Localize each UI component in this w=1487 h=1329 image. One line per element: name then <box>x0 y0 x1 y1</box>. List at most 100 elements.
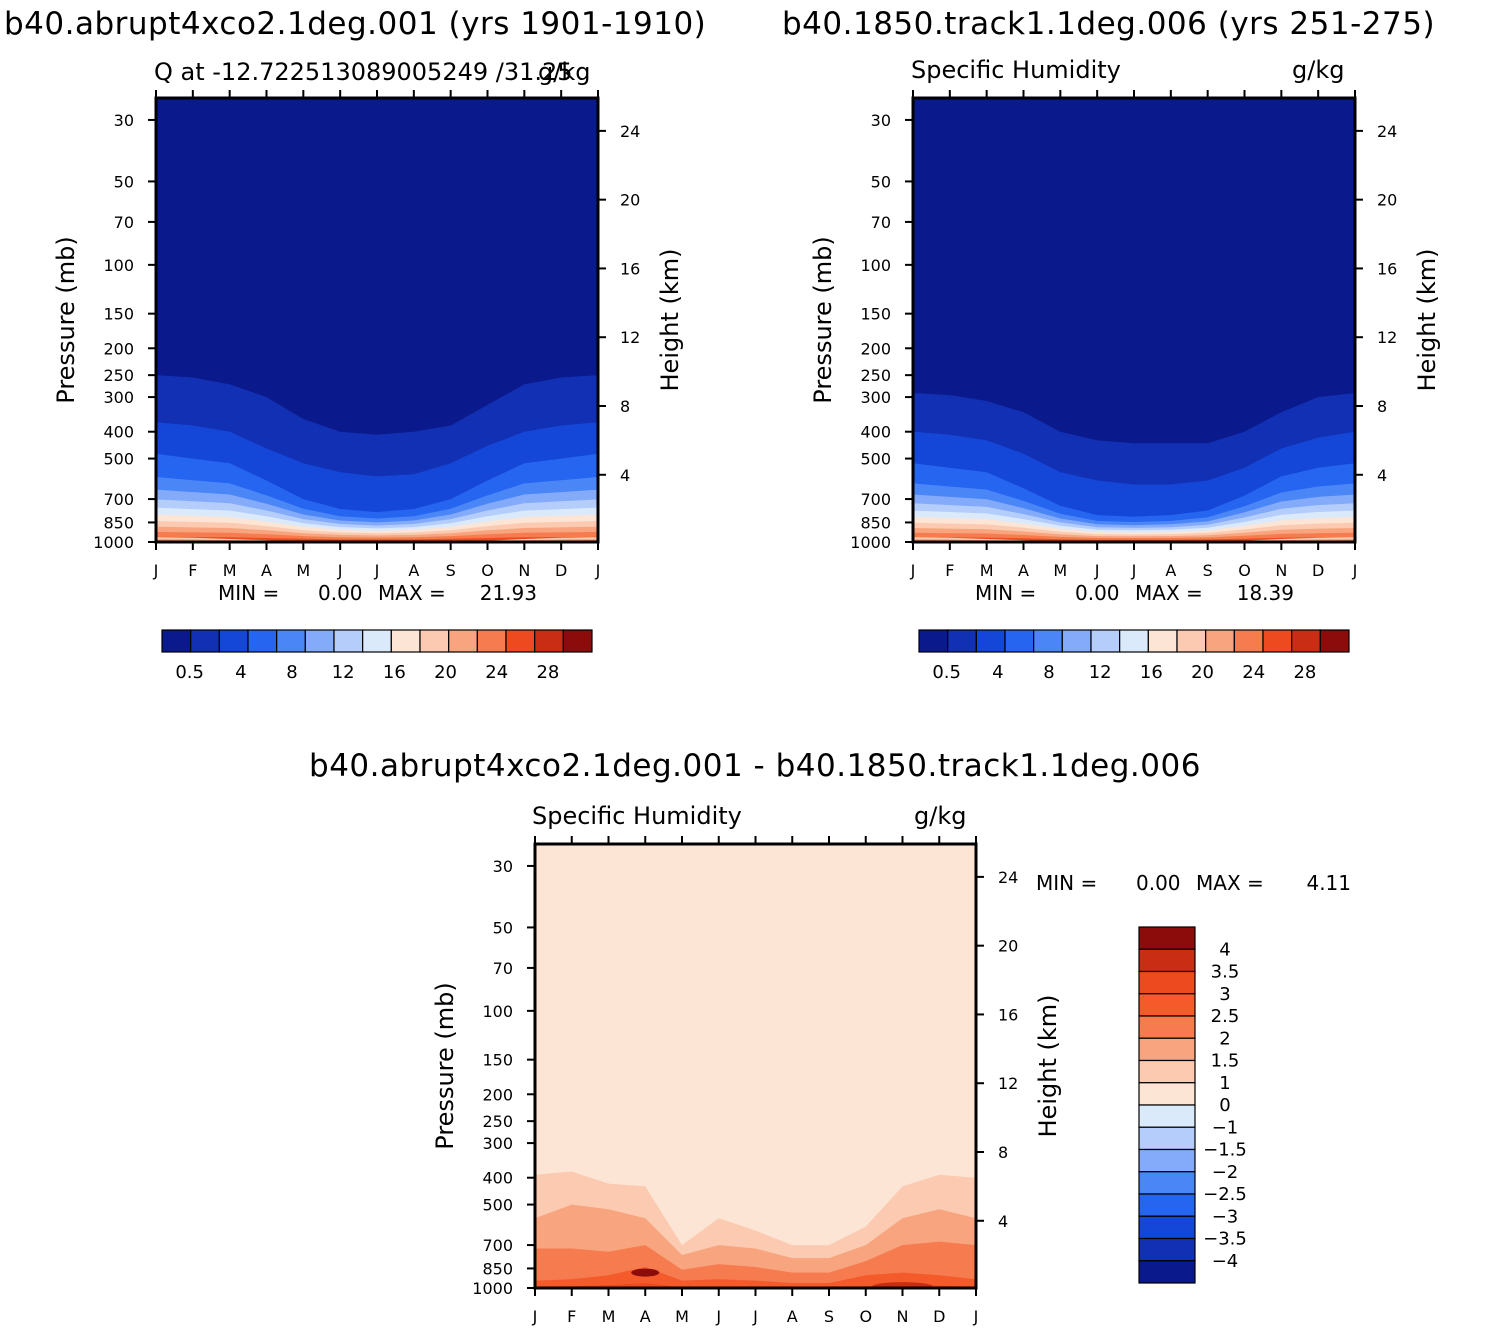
x-tick-label: M <box>980 561 994 580</box>
y-tick-label: 50 <box>493 918 513 937</box>
colorbar-swatch <box>1205 629 1235 653</box>
y-tick-label: 150 <box>103 305 134 324</box>
y-tick-right-label: 24 <box>1377 122 1397 141</box>
colorbar-label: −3.5 <box>1203 1229 1247 1250</box>
colorbar-label: 4 <box>235 662 246 683</box>
y-tick-label: 250 <box>860 366 891 385</box>
colorbar-swatch <box>1138 926 1196 950</box>
panel-3-subtitle-right: g/kg <box>914 802 966 830</box>
panel-3-min-label: MIN = <box>1036 871 1097 895</box>
panel-3-max-value: 4.11 <box>1306 871 1351 895</box>
x-tick-label: M <box>296 561 310 580</box>
panel-2-min-label: MIN = <box>975 581 1036 605</box>
x-tick-label: J <box>532 1307 538 1326</box>
panel-1-axes: J F M A M J J A S O N D J 30 50 70 100 150 200 250 300 400 500… <box>93 90 640 580</box>
x-tick-label: J <box>337 561 343 580</box>
y-tick-label: 700 <box>482 1236 513 1255</box>
x-tick-label: S <box>824 1307 834 1326</box>
colorbar-swatch <box>562 629 593 653</box>
colorbar-label: 3 <box>1219 984 1230 1005</box>
colorbar-label: 0.5 <box>175 662 204 683</box>
colorbar-swatch <box>918 629 949 653</box>
panel-3-colorbar: 43.532.521.510−1−1.5−2−2.5−3−3.5−4 <box>1138 926 1247 1284</box>
x-tick-label: M <box>223 561 237 580</box>
panel-2-contour-fill <box>913 98 1355 542</box>
x-tick-label: M <box>602 1307 616 1326</box>
colorbar-swatch <box>1138 1193 1196 1217</box>
colorbar-swatch <box>1004 629 1035 653</box>
y-tick-right-label: 20 <box>998 937 1018 956</box>
y-tick-label: 1000 <box>850 533 891 552</box>
x-tick-label: J <box>374 561 380 580</box>
panel-2-max-value: 18.39 <box>1237 581 1294 605</box>
x-tick-label: J <box>1131 561 1137 580</box>
colorbar-swatch <box>1138 1215 1196 1240</box>
colorbar-swatch <box>1138 1171 1196 1195</box>
colorbar-swatch <box>333 629 364 653</box>
x-tick-label: S <box>1203 561 1213 580</box>
x-tick-label: A <box>1018 561 1029 580</box>
y-tick-label: 400 <box>482 1169 513 1188</box>
y-tick-label: 70 <box>493 959 513 978</box>
x-tick-label: J <box>1094 561 1100 580</box>
y-tick-label: 300 <box>103 388 134 407</box>
x-tick-label: A <box>1165 561 1176 580</box>
colorbar-swatch <box>1138 948 1196 973</box>
y-tick-label: 70 <box>871 213 891 232</box>
panel-3-contour-fill <box>535 844 976 1288</box>
x-tick-label: F <box>945 561 954 580</box>
panel-2-ylabel: Pressure (mb) <box>809 236 837 403</box>
colorbar-swatch <box>247 629 278 653</box>
y-tick-right-label: 12 <box>1377 328 1397 347</box>
colorbar-swatch <box>1138 970 1196 995</box>
y-tick-right-label: 24 <box>620 122 640 141</box>
y-tick-label: 30 <box>114 111 134 130</box>
colorbar-swatch <box>1176 629 1207 653</box>
colorbar-label: 1.5 <box>1211 1051 1240 1072</box>
colorbar-swatch <box>1138 1037 1196 1062</box>
colorbar-label: −2 <box>1212 1162 1239 1183</box>
colorbar-swatch <box>190 629 220 653</box>
panel-2-axes: J F M A M J J A S O N D J 30 50 70 100 150 200 250 300 400 500… <box>850 90 1397 580</box>
colorbar-swatch <box>1119 629 1149 653</box>
y-tick-label: 250 <box>482 1112 513 1131</box>
x-tick-label: F <box>188 561 197 580</box>
panel-3: b40.abrupt4xco2.1deg.001 - b40.1850.trac… <box>309 748 1351 1326</box>
y-tick-label: 100 <box>482 1002 513 1021</box>
panel-2-min-value: 0.00 <box>1075 581 1120 605</box>
colorbar-label: 8 <box>286 662 297 683</box>
y-tick-right-label: 12 <box>998 1074 1018 1093</box>
y-tick-label: 500 <box>482 1196 513 1215</box>
y-tick-label: 150 <box>482 1051 513 1070</box>
colorbar-label: 4 <box>992 662 1003 683</box>
y-tick-right-label: 20 <box>1377 191 1397 210</box>
panel-3-ylabel: Pressure (mb) <box>431 982 459 1149</box>
x-tick-label: S <box>446 561 456 580</box>
y-tick-label: 200 <box>860 339 891 358</box>
x-tick-label: J <box>752 1307 758 1326</box>
y-tick-right-label: 4 <box>998 1212 1008 1231</box>
colorbar-label: 12 <box>332 662 355 683</box>
colorbar-swatch <box>218 629 249 653</box>
colorbar-label: 16 <box>383 662 406 683</box>
y-tick-label: 700 <box>860 490 891 509</box>
y-tick-right-label: 16 <box>620 259 640 278</box>
panel-2-max-label: MAX = <box>1135 581 1203 605</box>
panel-3-ylabel-right: Height (km) <box>1034 995 1062 1138</box>
y-tick-right-label: 20 <box>620 191 640 210</box>
colorbar-swatch <box>1138 1082 1196 1106</box>
colorbar-swatch <box>947 629 977 653</box>
panel-2-subtitle-right: g/kg <box>1292 56 1344 84</box>
panel-2-colorbar: 0.5 4 8 12 16 20 24 28 <box>918 629 1350 683</box>
panel-2-subtitle-left: Specific Humidity <box>911 56 1121 84</box>
colorbar-swatch <box>1233 629 1264 653</box>
y-tick-label: 50 <box>114 172 134 191</box>
y-tick-label: 850 <box>482 1259 513 1278</box>
colorbar-swatch <box>448 629 478 653</box>
x-tick-label: D <box>555 561 567 580</box>
panel-1-max-value: 21.93 <box>480 581 537 605</box>
panel-3-title: b40.abrupt4xco2.1deg.001 - b40.1850.trac… <box>309 748 1201 784</box>
y-tick-label: 400 <box>103 423 134 442</box>
colorbar-swatch <box>276 629 306 653</box>
